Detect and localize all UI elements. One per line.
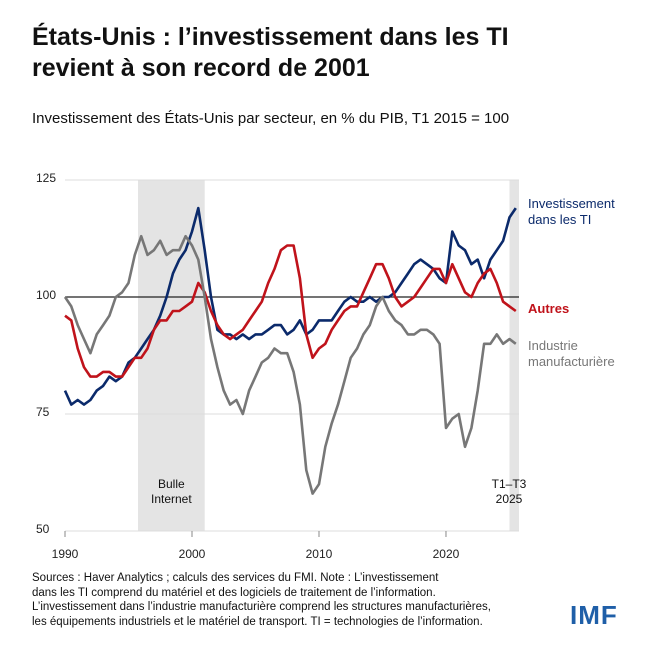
series-label: Investissement dans les TI xyxy=(528,196,615,227)
shaded-period xyxy=(138,180,205,531)
note-line: L’investissement dans l’industrie manufa… xyxy=(32,601,491,613)
series-line xyxy=(64,244,517,378)
shaded-period xyxy=(509,180,519,531)
series-line xyxy=(63,206,517,406)
x-tick-label: 2020 xyxy=(433,547,460,561)
note-line: Sources : Haver Analytics ; calculs des … xyxy=(32,572,439,584)
series-label: Industrie manufacturière xyxy=(528,338,615,369)
y-tick-label: 75 xyxy=(36,405,50,419)
shaded-label: T1–T3 2025 xyxy=(491,477,527,506)
x-tick-label: 1990 xyxy=(52,547,79,561)
notes: Sources : Haver Analytics ; calculs des … xyxy=(32,571,491,629)
y-tick-label: 100 xyxy=(36,288,56,302)
chart-title: États-Unis : l’investissement dans les T… xyxy=(32,23,509,82)
series-line xyxy=(63,234,517,495)
x-tick-label: 2000 xyxy=(179,547,206,561)
note-line: dans les TI comprend du matériel et des … xyxy=(32,586,436,599)
y-tick-label: 50 xyxy=(36,522,50,536)
y-tick-label: 125 xyxy=(36,171,56,185)
chart-subtitle: Investissement des États-Unis par secteu… xyxy=(32,110,510,127)
x-tick-label: 2010 xyxy=(306,547,333,561)
note-line: les équipements industriels et le matéri… xyxy=(32,615,483,628)
shaded-label: Bulle Internet xyxy=(150,477,192,506)
logo: IMF xyxy=(570,600,618,630)
series-label: Autres xyxy=(528,301,570,316)
